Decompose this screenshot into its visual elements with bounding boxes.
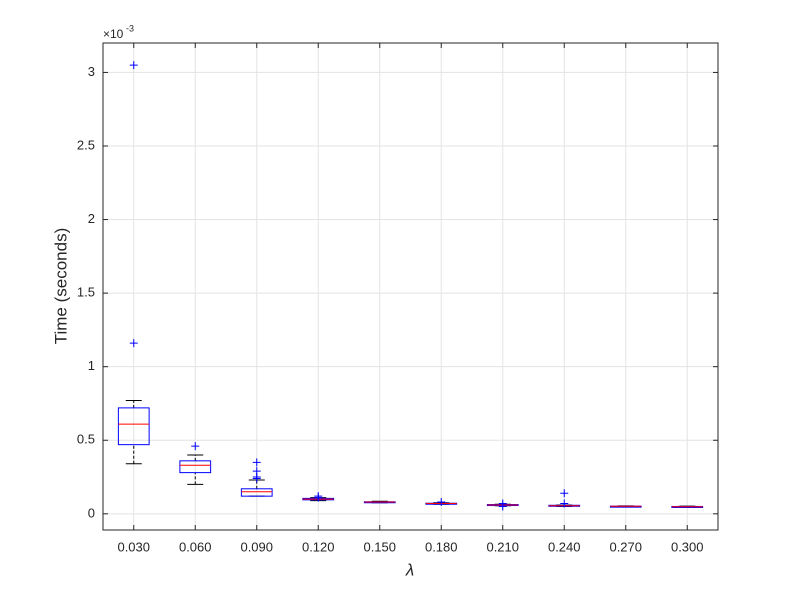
y-tick-label: 2 bbox=[88, 211, 95, 226]
outlier bbox=[252, 458, 261, 467]
x-tick-label: 0.030 bbox=[117, 539, 150, 554]
x-axis-label: λ bbox=[405, 560, 414, 579]
y-tick-label: 2.5 bbox=[77, 137, 95, 152]
box bbox=[240, 488, 273, 497]
x-tick-label: 0.240 bbox=[548, 539, 581, 554]
y-axis-label: Time (seconds) bbox=[51, 228, 70, 345]
y-multiplier-base: ×10 bbox=[103, 27, 124, 41]
x-tick-label: 0.300 bbox=[671, 539, 704, 554]
outlier bbox=[560, 499, 569, 508]
y-multiplier-exponent: -3 bbox=[126, 23, 134, 33]
box bbox=[179, 460, 212, 474]
x-tick-label: 0.150 bbox=[363, 539, 396, 554]
x-tick-label: 0.210 bbox=[486, 539, 519, 554]
outlier bbox=[129, 339, 138, 348]
outlier bbox=[437, 498, 446, 507]
x-tick-label: 0.090 bbox=[240, 539, 273, 554]
outlier bbox=[560, 489, 569, 498]
y-tick-label: 3 bbox=[88, 64, 95, 79]
outlier bbox=[314, 492, 323, 501]
plot-frame bbox=[102, 42, 719, 531]
y-tick-label: 0 bbox=[88, 505, 95, 520]
outlier bbox=[191, 442, 200, 451]
x-tick-label: 0.060 bbox=[179, 539, 212, 554]
outlier bbox=[252, 467, 261, 476]
x-tick-label: 0.270 bbox=[609, 539, 642, 554]
y-tick-label: 1.5 bbox=[77, 285, 95, 300]
y-tick-label: 0.5 bbox=[77, 432, 95, 447]
outlier bbox=[129, 61, 138, 70]
outlier bbox=[498, 499, 507, 508]
x-tick-label: 0.180 bbox=[425, 539, 458, 554]
y-tick-label: 1 bbox=[88, 358, 95, 373]
box bbox=[117, 407, 150, 446]
x-tick-label: 0.120 bbox=[302, 539, 335, 554]
